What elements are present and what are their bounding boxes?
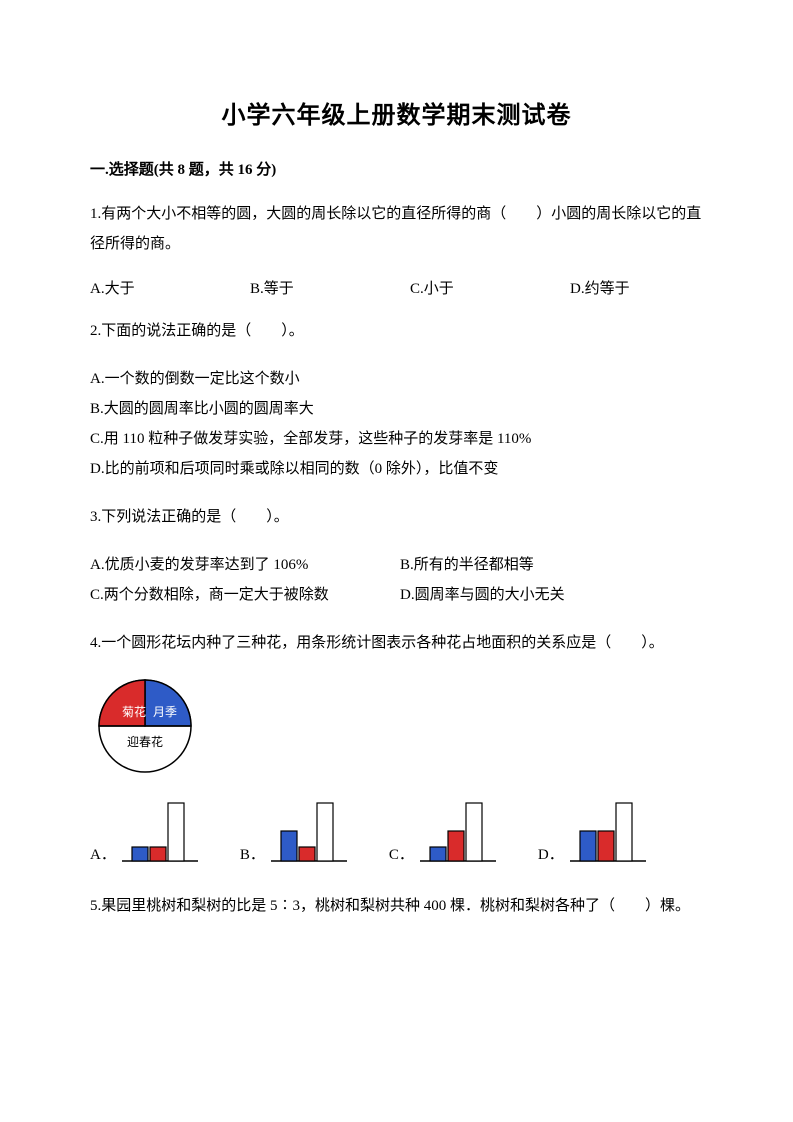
q1-opt-b: B.等于 <box>250 277 410 298</box>
q2-opt-b: B.大圆的圆周率比小圆的圆周率大 <box>90 394 703 424</box>
pie-label-yingchun: 迎春花 <box>127 734 163 749</box>
q3-opt-a: A.优质小麦的发芽率达到了 106% <box>90 550 400 580</box>
q2-opt-d: D.比的前项和后项同时乘或除以相同的数（0 除外），比值不变 <box>90 454 703 484</box>
pie-label-ju: 菊花 <box>122 704 146 719</box>
pie-label-yueji: 月季 <box>153 705 177 719</box>
q3-row1: A.优质小麦的发芽率达到了 106% B.所有的半径都相等 <box>90 550 703 580</box>
q3-opt-c: C.两个分数相除，商一定大于被除数 <box>90 580 400 610</box>
bar-chart-b <box>269 801 349 866</box>
q4-pie-chart: 菊花 月季 迎春花 <box>90 676 703 781</box>
q3-opt-d: D.圆周率与圆的大小无关 <box>400 580 565 610</box>
question-4: 4.一个圆形花坛内种了三种花，用条形统计图表示各种花占地面积的关系应是（ ）。 <box>90 628 703 658</box>
question-3: 3.下列说法正确的是（ ）。 <box>90 502 703 532</box>
q2-opt-a: A.一个数的倒数一定比这个数小 <box>90 364 703 394</box>
q4-opt-a-label: A． <box>90 843 116 866</box>
question-1: 1.有两个大小不相等的圆，大圆的周长除以它的直径所得的商（ ）小圆的周长除以它的… <box>90 199 703 259</box>
q2-opt-c: C.用 110 粒种子做发芽实验，全部发芽，这些种子的发芽率是 110% <box>90 424 703 454</box>
q4-opt-d: D． <box>538 801 648 866</box>
bar-chart-d <box>568 801 648 866</box>
q4-opt-b: B． <box>240 801 349 866</box>
bar-chart-c <box>418 801 498 866</box>
section-header: 一.选择题(共 8 题，共 16 分) <box>90 158 703 179</box>
q1-options: A.大于 B.等于 C.小于 D.约等于 <box>90 277 703 298</box>
question-2: 2.下面的说法正确的是（ ）。 <box>90 316 703 346</box>
q4-opt-c-label: C． <box>389 843 414 866</box>
pie-svg: 菊花 月季 迎春花 <box>90 676 200 776</box>
q3-opt-b: B.所有的半径都相等 <box>400 550 534 580</box>
q1-opt-a: A.大于 <box>90 277 250 298</box>
bar-chart-a <box>120 801 200 866</box>
q1-opt-c: C.小于 <box>410 277 570 298</box>
q4-opt-d-label: D． <box>538 843 564 866</box>
page-title: 小学六年级上册数学期末测试卷 <box>90 95 703 130</box>
q4-bar-options: A． B． C． D． <box>90 801 703 866</box>
q4-opt-a: A． <box>90 801 200 866</box>
q3-row2: C.两个分数相除，商一定大于被除数 D.圆周率与圆的大小无关 <box>90 580 703 610</box>
question-5: 5.果园里桃树和梨树的比是 5∶3，桃树和梨树共种 400 棵．桃树和梨树各种了… <box>90 891 703 921</box>
q4-opt-c: C． <box>389 801 498 866</box>
q4-opt-b-label: B． <box>240 843 265 866</box>
q1-opt-d: D.约等于 <box>570 277 710 298</box>
